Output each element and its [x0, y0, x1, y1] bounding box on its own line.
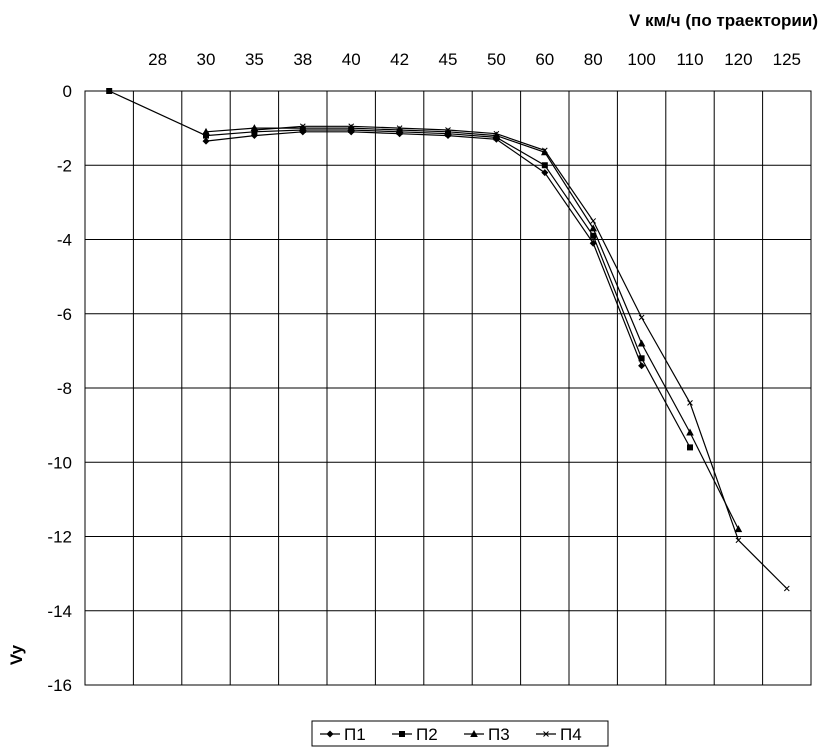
- series-line: [254, 125, 788, 589]
- legend-label: П1: [344, 725, 366, 744]
- data-point: [686, 428, 694, 436]
- series-line: [108, 90, 691, 448]
- data-point: [106, 88, 113, 94]
- x-tick-label: 38: [293, 50, 312, 69]
- data-point: [541, 147, 548, 154]
- data-point: [638, 355, 645, 362]
- x-tick-label: 45: [439, 50, 458, 69]
- data-point: [470, 730, 478, 737]
- y-tick-label: -16: [47, 676, 72, 695]
- legend-label: П2: [416, 725, 438, 744]
- data-point: [734, 525, 743, 533]
- x-tick-label: 120: [724, 50, 752, 69]
- data-point: [638, 314, 645, 321]
- x-tick-label: 42: [390, 50, 409, 69]
- y-axis-title: Vy: [7, 644, 26, 665]
- x-tick-label: 80: [584, 50, 603, 69]
- y-tick-label: -6: [57, 305, 72, 324]
- data-point: [251, 127, 258, 133]
- legend-item: П4: [536, 725, 582, 744]
- data-point: [399, 731, 405, 737]
- data-point: [687, 444, 693, 451]
- series-group: [106, 88, 790, 592]
- data-point: [347, 124, 355, 132]
- y-tick-label: -10: [47, 453, 72, 472]
- data-point: [687, 399, 693, 406]
- y-tick-label: -12: [47, 528, 72, 547]
- data-point: [445, 127, 451, 133]
- data-point: [638, 362, 646, 370]
- series-line: [205, 127, 739, 530]
- data-point: [541, 169, 549, 177]
- data-point: [395, 125, 404, 133]
- data-point: [326, 730, 334, 738]
- data-point: [543, 731, 549, 737]
- x-tick-label: 60: [535, 50, 554, 69]
- x-tick-label: 110: [676, 50, 703, 69]
- legend-label: П3: [488, 725, 510, 744]
- series-3: [202, 124, 743, 533]
- data-point: [396, 125, 403, 131]
- x-tick-label: 125: [773, 50, 801, 69]
- series-4: [251, 123, 790, 592]
- legend-item: П2: [392, 725, 438, 744]
- x-tick-label: 28: [148, 50, 167, 69]
- data-point: [202, 127, 210, 135]
- x-tick-label: 30: [197, 50, 216, 69]
- x-tick-label: 35: [245, 50, 264, 69]
- data-point: [783, 585, 790, 592]
- data-point: [590, 232, 597, 239]
- y-tick-label: -2: [57, 156, 72, 175]
- data-point: [589, 224, 597, 232]
- data-point: [348, 123, 355, 130]
- x-tick-label: 40: [342, 50, 361, 69]
- data-point: [492, 131, 501, 139]
- y-tick-label: -8: [57, 379, 72, 398]
- x-tick-label: 100: [627, 50, 655, 69]
- data-point: [203, 132, 209, 139]
- data-point: [202, 137, 210, 145]
- data-point: [251, 128, 258, 135]
- data-point: [590, 218, 597, 224]
- data-point: [541, 162, 548, 169]
- legend-box: [311, 720, 609, 747]
- legend: П1 П2 П3 П4: [311, 720, 609, 747]
- series-line: [205, 131, 643, 366]
- y-tick-label: 0: [63, 82, 72, 101]
- x-axis-title: V км/ч (по траектории): [629, 11, 818, 30]
- y-tick-label: -4: [57, 231, 72, 250]
- legend-label: П4: [560, 725, 582, 744]
- data-point: [735, 537, 742, 544]
- data-point: [637, 339, 646, 347]
- data-point: [299, 124, 307, 132]
- y-tick-labels: 0 -2 -4 -6 -8 -10 -12 -14 -16: [47, 82, 72, 695]
- data-point: [299, 123, 306, 130]
- x-tick-label: 50: [487, 50, 506, 69]
- y-tick-label: -14: [47, 602, 72, 621]
- legend-item: П1: [320, 725, 366, 744]
- x-tick-labels: 28 30 35 38 40 42 45 50 60 80 100 110 120 125: [148, 50, 801, 69]
- data-point: [493, 130, 500, 137]
- data-point: [444, 127, 452, 135]
- legend-item: П3: [464, 725, 510, 744]
